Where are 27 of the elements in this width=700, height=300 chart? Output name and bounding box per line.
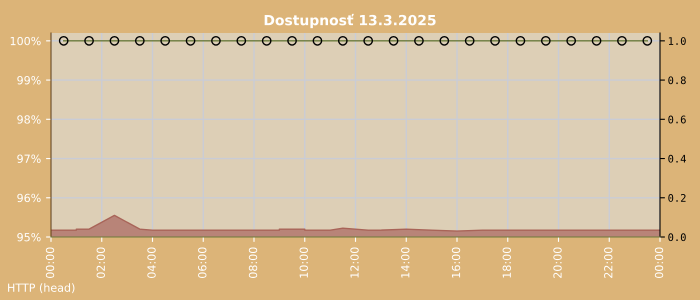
x-tick-label: 10:00 bbox=[300, 247, 308, 278]
x-tick-label: 14:00 bbox=[401, 247, 410, 278]
x-tick-label: 02:00 bbox=[96, 247, 105, 278]
text: HTTP (head) bbox=[8, 283, 74, 294]
y-tick-label: 99% bbox=[17, 76, 41, 84]
y2-tick-label: 0.6 bbox=[668, 116, 686, 124]
y-tick-label: 95% bbox=[17, 232, 41, 242]
y2-tick-label: 0.0 bbox=[668, 233, 686, 242]
x-tick-label: 18:00 bbox=[502, 247, 511, 278]
y-tick-label: 97% bbox=[17, 154, 41, 163]
y2-tick-label: 0.2 bbox=[668, 194, 686, 202]
x-tick-label: 20:00 bbox=[553, 247, 562, 278]
x-tick-label: 06:00 bbox=[198, 247, 206, 278]
x-tick-label: 12:00 bbox=[350, 247, 359, 278]
x-tick-label: 08:00 bbox=[248, 247, 258, 278]
y2-tick-label: 0.4 bbox=[668, 154, 686, 163]
x-tick-label: 04:00 bbox=[147, 247, 156, 278]
chart-title: Dostupnosť 13.3.2025 bbox=[264, 14, 436, 28]
x-tick-label: 00:00 bbox=[654, 247, 664, 278]
y-tick-label: 98% bbox=[17, 115, 41, 124]
x-tick-label: 00:00 bbox=[46, 247, 54, 278]
x-tick-label: 16:00 bbox=[452, 247, 460, 278]
y2-tick-label: 0.8 bbox=[668, 76, 686, 84]
y2-tick-label: 1.0 bbox=[668, 37, 686, 45]
y-tick-label: 96% bbox=[17, 194, 41, 202]
x-tick-label: 22:00 bbox=[604, 247, 612, 278]
y-tick-label: 100% bbox=[10, 36, 41, 46]
